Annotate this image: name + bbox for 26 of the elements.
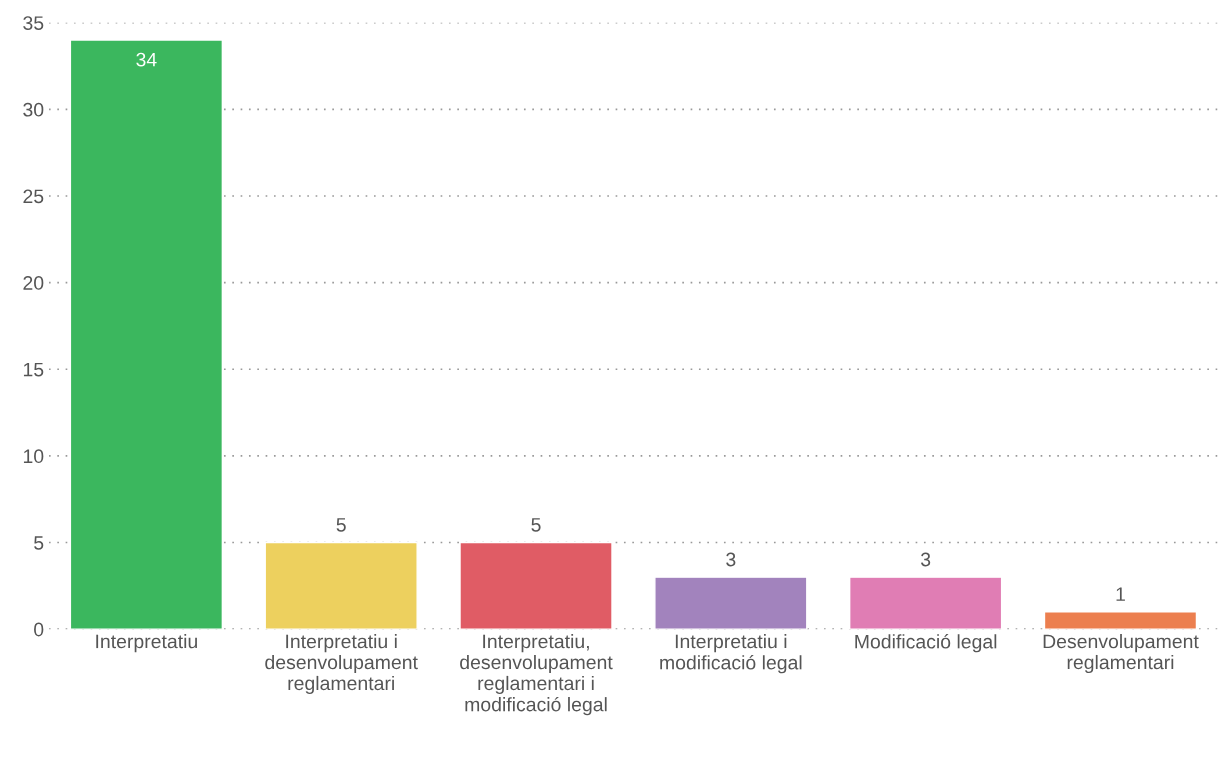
x-tick-label: Desenvolupament reglamentari: [1043, 634, 1199, 674]
data-label: 3: [726, 552, 736, 567]
data-label: 1: [1116, 587, 1125, 601]
y-tick-label: 30: [23, 102, 44, 117]
data-label: 5: [531, 518, 541, 532]
x-tick-label: Interpretatiu, desenvolupament reglamentari i modificació legal: [460, 634, 613, 716]
bar: [848, 576, 1003, 630]
data-label: 5: [336, 518, 346, 532]
data-label: 34: [136, 52, 157, 67]
y-tick-label: 0: [34, 622, 44, 637]
x-tick-label: Interpretatiu i modificació legal: [660, 634, 802, 674]
y-tick-label: 20: [23, 276, 44, 290]
y-tick-label: 15: [23, 362, 44, 377]
bar: [654, 576, 808, 630]
x-tick-label: Interpretatiu i desenvolupament reglamentari: [265, 634, 418, 695]
data-label: 3: [920, 552, 931, 567]
x-tick-label: Interpretatiu: [96, 634, 197, 653]
y-tick-label: 35: [23, 16, 44, 30]
bar: [69, 39, 224, 630]
y-tick-label: 25: [23, 189, 44, 204]
y-tick-label: 10: [23, 449, 44, 464]
bar: [459, 541, 613, 630]
bar: [1043, 611, 1198, 630]
y-tick-label: 5: [34, 536, 44, 550]
bar: [264, 541, 418, 630]
x-tick-label: Modificació legal: [855, 634, 997, 653]
